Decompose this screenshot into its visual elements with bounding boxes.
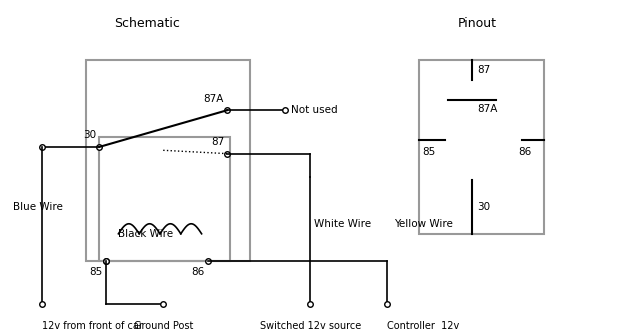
Bar [86, 60, 250, 261]
Text: 87: 87 [477, 65, 491, 75]
Text: Not used: Not used [291, 105, 338, 115]
Text: 87A: 87A [477, 104, 498, 114]
Text: 30: 30 [83, 130, 96, 140]
Text: Ground Post: Ground Post [134, 321, 193, 331]
Text: Blue Wire: Blue Wire [13, 202, 63, 212]
Bar [419, 60, 544, 234]
Text: 12v from front of car: 12v from front of car [42, 321, 143, 331]
Text: Switched 12v source: Switched 12v source [260, 321, 361, 331]
Text: Schematic: Schematic [115, 17, 180, 30]
Text: 87: 87 [211, 137, 224, 147]
Text: 85: 85 [422, 147, 436, 157]
Text: 30: 30 [477, 202, 491, 212]
Text: 87A: 87A [204, 94, 224, 104]
Bar [99, 137, 230, 261]
Text: Black Wire: Black Wire [118, 229, 173, 239]
Text: 86: 86 [518, 147, 532, 157]
Text: White Wire: White Wire [314, 219, 371, 229]
Text: 86: 86 [191, 267, 205, 277]
Text: Controller  12v: Controller 12v [387, 321, 460, 331]
Text: 85: 85 [89, 267, 102, 277]
Text: Yellow Wire: Yellow Wire [394, 219, 452, 229]
Text: Pinout: Pinout [458, 17, 496, 30]
